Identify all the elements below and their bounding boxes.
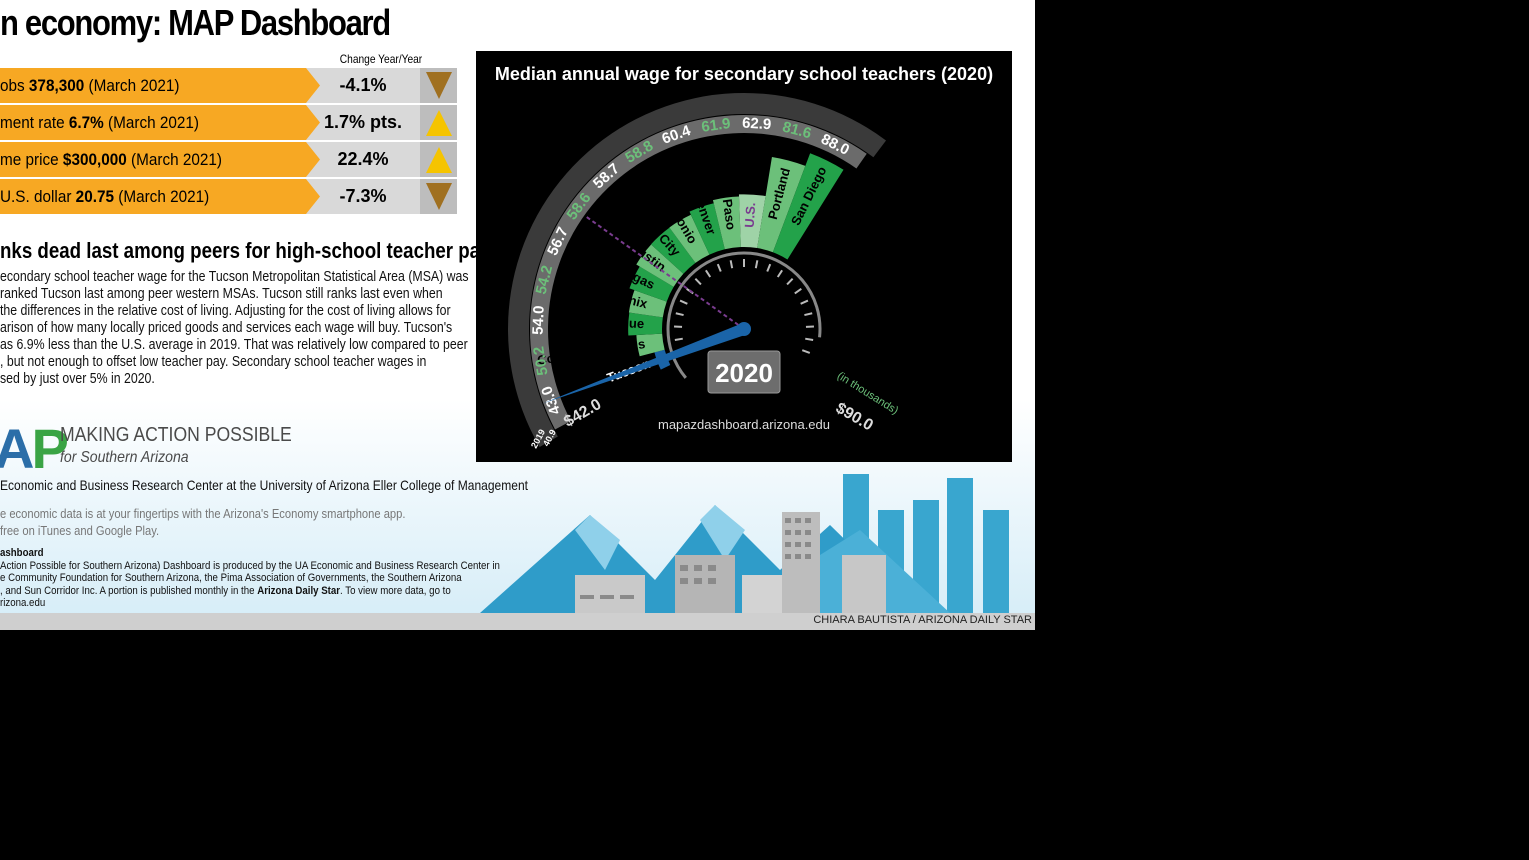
wage-segment	[629, 266, 674, 302]
wage-segment	[628, 290, 667, 318]
wage-segment	[689, 203, 725, 255]
segment-value-label: 61.9	[700, 115, 731, 136]
needle-hub	[737, 322, 751, 336]
wage-gauge-chart: Tucson43.0Colorado Springs50.2Albuquerqu…	[476, 51, 1012, 462]
indicator-row: -7.3% U.S. dollar 20.75 (March 2021)	[0, 179, 457, 214]
indicator-label: U.S. dollar 20.75 (March 2021)	[0, 179, 320, 214]
article-line: the differences in the relative cost of …	[0, 303, 451, 319]
dial-tick	[786, 277, 794, 286]
article-line: ranked Tucson last among peer western MS…	[0, 286, 443, 302]
article-line: as 6.9% less than the U.S. average in 20…	[0, 337, 468, 353]
page-title: n economy: MAP Dashboard	[0, 2, 391, 43]
segment-value-label: 54.0	[530, 305, 548, 335]
down-arrow-icon	[420, 179, 457, 214]
article-heading: nks dead last among peers for high-schoo…	[0, 238, 491, 263]
us-reference-line	[584, 215, 745, 330]
producer-credit: Economic and Business Research Center at…	[0, 477, 529, 493]
article-body: econdary school teacher wage for the Tuc…	[0, 269, 469, 388]
chart-url: mapazdashboard.arizona.edu	[658, 417, 830, 432]
city-skyline-illustration	[480, 474, 1009, 615]
segment-value-label: 50.2	[530, 345, 551, 376]
dial-tick	[766, 263, 772, 272]
year-counter-box	[707, 350, 781, 394]
dial-tick	[804, 312, 813, 317]
up-arrow-icon	[420, 142, 457, 177]
dial-tick	[805, 337, 814, 341]
segment-value-label: 81.6	[781, 118, 814, 142]
dial-tick	[716, 263, 722, 272]
wage-segment	[650, 227, 696, 274]
dial-tick	[729, 260, 734, 269]
indicator-change: -4.1%	[306, 68, 420, 103]
wage-segment	[757, 157, 806, 253]
year-counter-text: 2020	[715, 358, 773, 388]
photo-credit: CHIARA BAUTISTA / ARIZONA DAILY STAR	[813, 614, 1032, 626]
about-dashboard: ashboard Action Possible for Southern Ar…	[0, 547, 500, 609]
dial-tick	[776, 269, 783, 278]
dial-tick	[754, 260, 759, 269]
gauge-outer-ring	[508, 92, 887, 447]
infographic: n economy: MAP Dashboard Change Year/Yea…	[0, 0, 1035, 630]
indicator-row: 22.4% me price $300,000 (March 2021)	[0, 142, 457, 177]
segment-city-label: El Paso	[718, 182, 739, 231]
indicator-row: 1.7% pts. ment rate 6.7% (March 2021)	[0, 105, 457, 140]
indicator-label: ment rate 6.7% (March 2021)	[0, 105, 320, 140]
app-promo: e economic data is at your fingertips wi…	[0, 506, 406, 538]
dial-tick	[674, 337, 683, 341]
wage-segment	[772, 153, 844, 260]
dial-tick	[675, 312, 684, 317]
wage-segment	[738, 194, 766, 249]
indicator-row: -4.1% obs 378,300 (March 2021)	[0, 68, 457, 103]
article-line: , but not enough to offset low teacher p…	[0, 354, 427, 370]
brand-tagline: for Southern Arizona	[60, 449, 189, 466]
dial-tick	[801, 349, 811, 354]
change-column-header: Change Year/Year	[339, 52, 423, 66]
dial-tick	[794, 288, 802, 295]
article-line: arison of how many locally priced goods …	[0, 320, 453, 336]
footer-bar: CHIARA BAUTISTA / ARIZONA DAILY STAR	[0, 613, 1035, 630]
segment-city-label: U.S.	[742, 202, 759, 228]
segment-value-label: 62.9	[742, 114, 772, 133]
indicator-change: 1.7% pts.	[306, 105, 420, 140]
dial-tick	[679, 299, 688, 305]
dial-tick	[800, 299, 809, 305]
wage-segment	[636, 244, 684, 287]
map-logo: AP	[0, 417, 69, 480]
dial-tick	[705, 269, 712, 278]
dial-tick	[694, 277, 702, 286]
chart-title: Median annual wage for secondary school …	[495, 64, 993, 84]
article-line: econdary school teacher wage for the Tuc…	[0, 269, 469, 285]
brand-name: MAKING ACTION POSSIBLE	[60, 424, 292, 446]
down-arrow-icon	[420, 68, 457, 103]
indicator-label: obs 378,300 (March 2021)	[0, 68, 320, 103]
gauge-needle	[542, 323, 747, 404]
wage-segment	[628, 312, 663, 336]
wage-segment	[636, 333, 665, 357]
up-arrow-icon	[420, 105, 457, 140]
indicator-change: 22.4%	[306, 142, 420, 177]
gauge-scale-band	[530, 114, 867, 430]
indicator-label: me price $300,000 (March 2021)	[0, 142, 320, 177]
segment-value-label: 54.2	[533, 264, 556, 296]
wage-segment	[669, 214, 710, 263]
indicator-change: -7.3%	[306, 179, 420, 214]
segment-city-label: Albuquerque	[564, 313, 645, 331]
article-line: sed by just over 5% in 2020.	[0, 371, 155, 387]
wage-segment	[712, 196, 741, 250]
